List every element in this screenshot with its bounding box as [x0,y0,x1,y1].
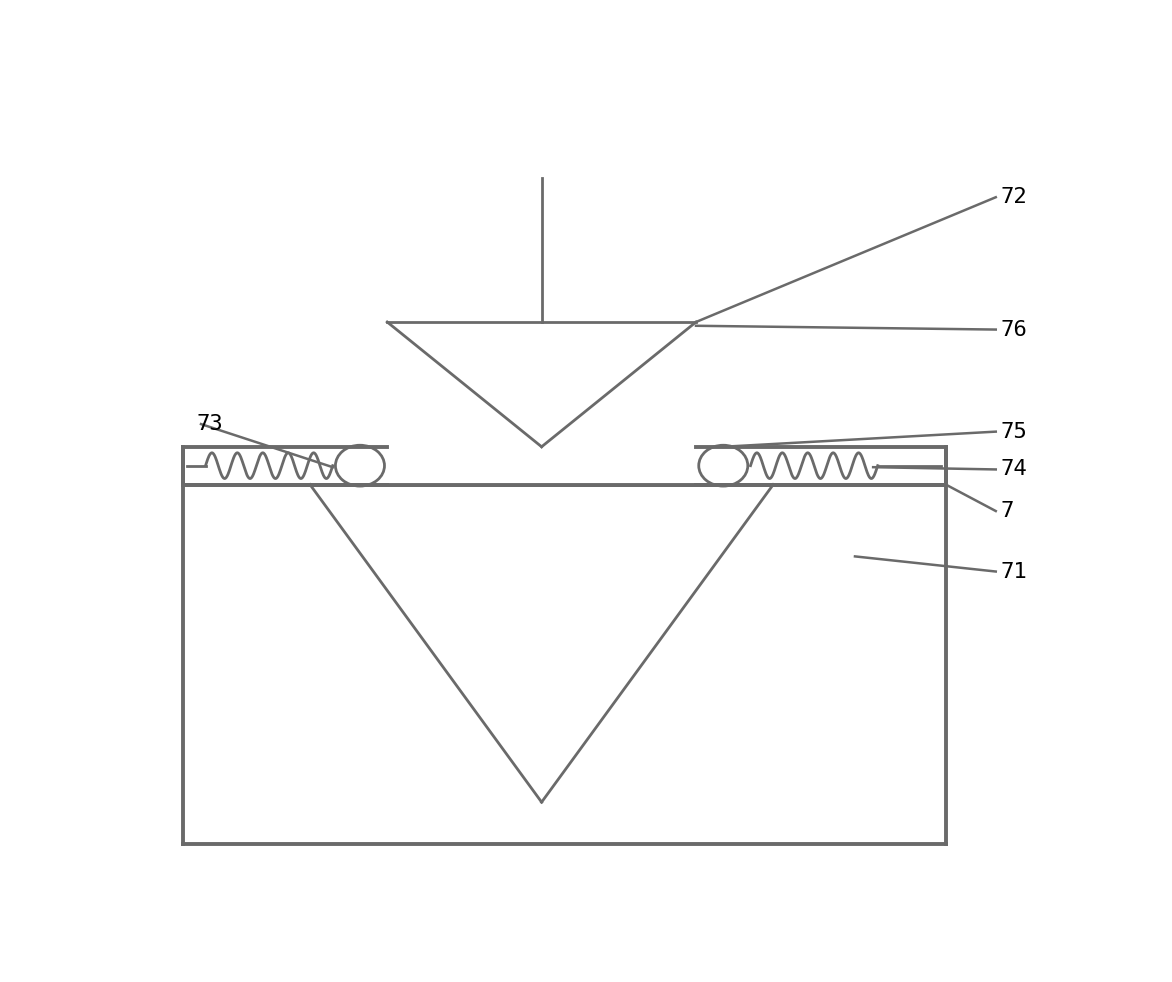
Text: 76: 76 [1001,319,1027,340]
Text: 72: 72 [1001,188,1027,207]
Text: 71: 71 [1001,562,1027,581]
Text: 74: 74 [1001,460,1027,479]
Text: 7: 7 [1001,501,1014,521]
Text: 73: 73 [197,414,223,434]
Text: 75: 75 [1001,421,1027,442]
